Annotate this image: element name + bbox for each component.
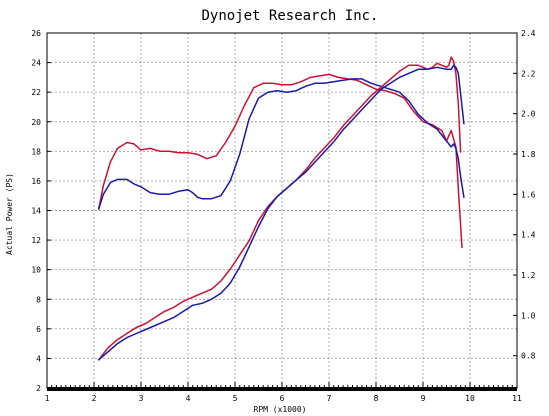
y2-tick-label: 1.4 bbox=[521, 231, 536, 240]
y2-tick-label: 1.8 bbox=[521, 150, 536, 159]
x-tick-label: 4 bbox=[186, 394, 191, 403]
y-tick-label: 14 bbox=[31, 207, 41, 216]
y-tick-label: 16 bbox=[31, 177, 41, 186]
chart-title: Dynojet Research Inc. bbox=[201, 8, 378, 24]
y-tick-label: 12 bbox=[31, 236, 41, 245]
y2-tick-label: 2.4 bbox=[521, 29, 536, 38]
x-tick-label: 9 bbox=[421, 394, 426, 403]
x-tick-label: 2 bbox=[92, 394, 97, 403]
y2-tick-label: 2.0 bbox=[521, 110, 536, 119]
x-tick-label: 11 bbox=[512, 394, 522, 403]
y-tick-label: 8 bbox=[36, 295, 41, 304]
series-line-4 bbox=[97, 64, 465, 361]
y-tick-label: 24 bbox=[31, 59, 41, 68]
series-line-2 bbox=[97, 78, 465, 210]
y2-axis-ticks: 0.8 1.0 1.2 1.4 1.6 1.8 2.0 2.2 2.4 bbox=[513, 29, 536, 361]
x-axis-minor-ticks bbox=[46, 382, 518, 388]
x-axis-bar bbox=[47, 387, 517, 391]
y-tick-label: 22 bbox=[31, 88, 41, 97]
y2-tick-label: 1.0 bbox=[521, 311, 536, 320]
x-tick-label: 5 bbox=[233, 394, 238, 403]
y-tick-label: 10 bbox=[31, 266, 41, 275]
y2-tick-label: 0.8 bbox=[521, 352, 536, 361]
x-tick-label: 6 bbox=[280, 394, 285, 403]
x-axis-ticks: 1 2 3 4 5 6 7 8 9 10 11 bbox=[45, 394, 522, 403]
x-tick-label: 1 bbox=[45, 394, 50, 403]
y2-tick-label: 1.2 bbox=[521, 271, 536, 280]
x-tick-label: 7 bbox=[327, 394, 332, 403]
series-line-3 bbox=[97, 56, 462, 361]
y-axis-label: Actual Power (PS) bbox=[5, 173, 14, 255]
x-tick-label: 10 bbox=[465, 394, 475, 403]
y-tick-label: 4 bbox=[36, 354, 41, 363]
x-axis-label: RPM (x1000) bbox=[254, 405, 307, 414]
y2-tick-label: 1.6 bbox=[521, 190, 536, 199]
y-tick-label: 6 bbox=[36, 325, 41, 334]
y-tick-label: 18 bbox=[31, 147, 41, 156]
x-tick-label: 3 bbox=[139, 394, 144, 403]
y-tick-label: 20 bbox=[31, 118, 41, 127]
series-layer bbox=[97, 56, 465, 361]
x-tick-label: 8 bbox=[374, 394, 379, 403]
y-tick-label: 2 bbox=[36, 384, 41, 393]
y-tick-label: 26 bbox=[31, 29, 41, 38]
y2-tick-label: 2.2 bbox=[521, 69, 536, 78]
grid bbox=[47, 33, 517, 388]
